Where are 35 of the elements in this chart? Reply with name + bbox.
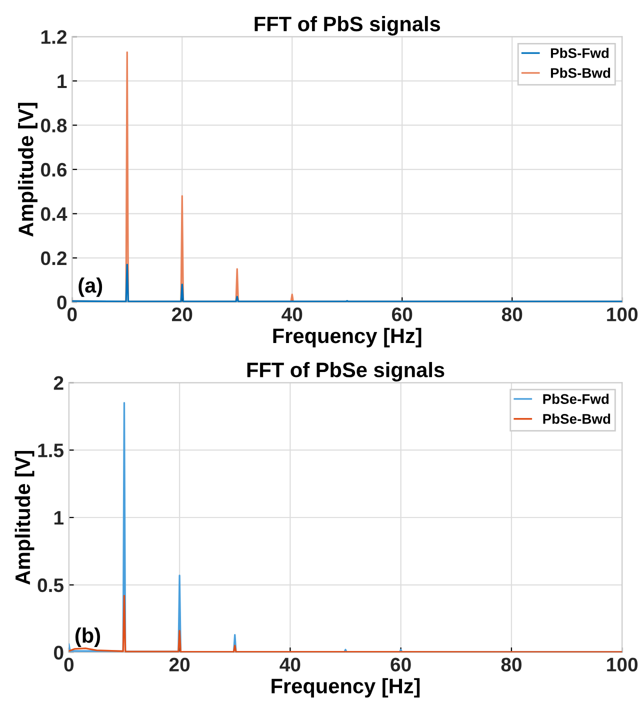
y-axis-title: Amplitude [V] — [14, 450, 34, 585]
y-tick-label: 1 — [58, 74, 67, 88]
x-tick-label: 40 — [282, 308, 302, 322]
y-tick-label: 1.5 — [38, 444, 64, 458]
x-tick-label: 60 — [392, 308, 412, 322]
x-tick-label: 80 — [502, 308, 522, 322]
y-axis-title: Amplitude [V] — [18, 102, 38, 237]
chart-title: FFT of PbS signals — [254, 16, 440, 36]
x-tick-label: 40 — [280, 658, 300, 672]
legend-label: PbS-Fwd — [550, 48, 609, 58]
x-axis-title: Frequency [Hz] — [273, 328, 422, 348]
x-tick-label: 100 — [607, 658, 638, 672]
legend-label: PbS-Bwd — [550, 68, 610, 78]
x-tick-label: 20 — [169, 658, 190, 672]
y-tick-label: 1 — [54, 511, 64, 525]
annotation: (a) — [78, 277, 102, 297]
x-tick-label: 60 — [390, 658, 411, 672]
y-tick-label: 0 — [57, 296, 66, 310]
y-tick-label: 0.8 — [41, 118, 67, 132]
x-tick-label: 20 — [172, 308, 192, 322]
x-tick-label: 100 — [607, 308, 638, 322]
y-tick-label: 2 — [54, 376, 64, 390]
legend-label: PbSe-Fwd — [543, 394, 609, 404]
y-tick-label: 0.2 — [41, 251, 66, 266]
legend-label: PbSe-Bwd — [543, 414, 610, 424]
y-tick-label: 1.2 — [41, 30, 66, 44]
x-tick-label: 0 — [67, 308, 77, 322]
annotation: (b) — [75, 628, 100, 647]
y-tick-label: 0.5 — [38, 578, 64, 592]
chart-title: FFT of PbSe signals — [247, 362, 444, 382]
y-tick-label: 0 — [54, 646, 64, 660]
x-tick-label: 80 — [501, 658, 522, 672]
y-tick-label: 0.4 — [41, 207, 68, 221]
y-tick-label: 0.6 — [41, 162, 67, 177]
x-axis-title: Frequency [Hz] — [272, 678, 420, 698]
